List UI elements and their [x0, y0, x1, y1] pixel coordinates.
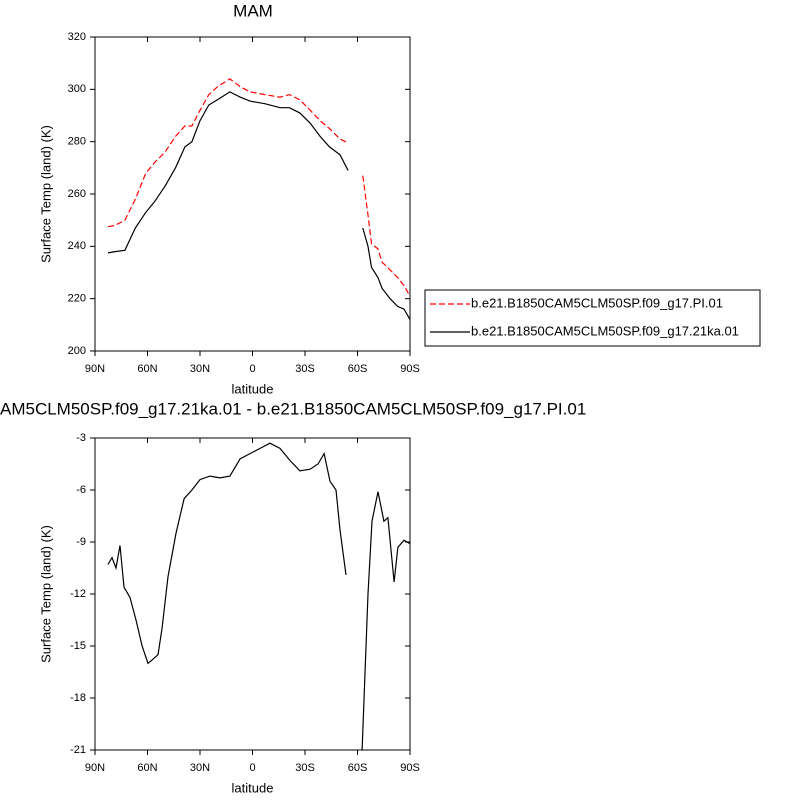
x-tick-label: 90S — [400, 762, 420, 774]
x-tick-label: 90S — [400, 363, 420, 375]
legend-label: b.e21.B1850CAM5CLM50SP.f09_g17.21ka.01 — [471, 323, 739, 338]
x-tick-label: 60N — [137, 363, 157, 375]
x-tick-label: 0 — [249, 762, 255, 774]
data-line — [107, 442, 411, 751]
y-axis-label: Surface Temp (land) (K) — [38, 125, 53, 263]
legend-label: b.e21.B1850CAM5CLM50SP.f09_g17.PI.01 — [471, 295, 723, 310]
y-tick-label: -6 — [76, 484, 86, 496]
y-tick-label: 220 — [68, 293, 86, 305]
data-line — [107, 78, 411, 297]
x-tick-label: 60S — [348, 363, 368, 375]
x-axis-label: latitude — [232, 780, 274, 795]
x-tick-label: 60N — [137, 762, 157, 774]
y-axis-label: Surface Temp (land) (K) — [38, 525, 53, 663]
x-tick-label: 90N — [85, 363, 105, 375]
y-tick-label: 240 — [68, 240, 86, 252]
chart-title: AM5CLM50SP.f09_g17.21ka.01 - b.e21.B1850… — [0, 399, 586, 418]
y-tick-label: 200 — [68, 345, 86, 357]
y-tick-label: -21 — [70, 744, 86, 756]
plot-frame — [94, 36, 411, 352]
y-tick-label: 320 — [68, 31, 86, 43]
x-tick-label: 30N — [190, 762, 210, 774]
data-line — [107, 91, 411, 320]
chart-title: MAM — [233, 1, 273, 20]
x-tick-label: 0 — [249, 363, 255, 375]
y-tick-label: -12 — [70, 588, 86, 600]
plot-frame — [94, 437, 411, 751]
y-tick-label: -15 — [70, 640, 86, 652]
x-tick-label: 60S — [348, 762, 368, 774]
y-tick-label: 260 — [68, 188, 86, 200]
x-tick-label: 30S — [295, 762, 315, 774]
y-tick-label: 280 — [68, 136, 86, 148]
x-axis-label: latitude — [232, 381, 274, 396]
y-tick-label: -18 — [70, 692, 86, 704]
x-tick-label: 30N — [190, 363, 210, 375]
x-tick-label: 30S — [295, 363, 315, 375]
legend-box — [424, 289, 761, 347]
x-tick-label: 90N — [85, 762, 105, 774]
y-tick-label: 300 — [68, 83, 86, 95]
y-tick-label: -3 — [76, 432, 86, 444]
y-tick-label: -9 — [76, 536, 86, 548]
